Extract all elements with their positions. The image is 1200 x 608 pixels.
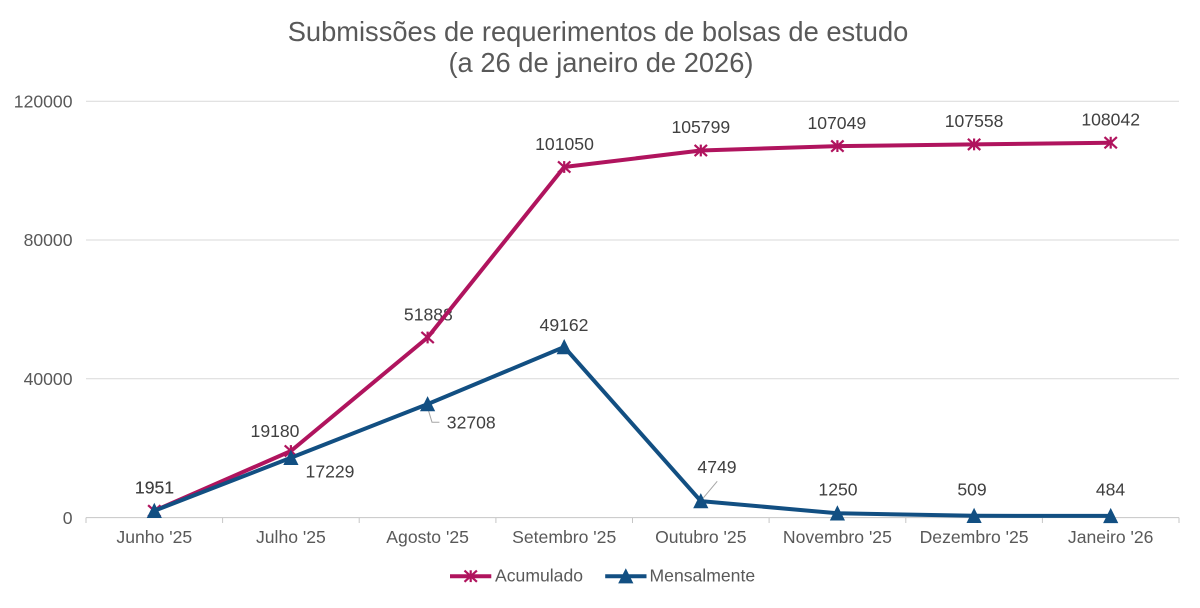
svg-text:40000: 40000	[24, 369, 73, 389]
svg-text:Dezembro '25: Dezembro '25	[920, 527, 1029, 547]
svg-text:32708: 32708	[447, 413, 496, 433]
svg-text:Setembro '25: Setembro '25	[512, 527, 616, 547]
svg-text:Submissões de requerimentos de: Submissões de requerimentos de bolsas de…	[288, 16, 909, 47]
svg-text:17229: 17229	[306, 461, 355, 481]
svg-text:105799: 105799	[671, 117, 730, 137]
svg-text:107049: 107049	[807, 113, 866, 133]
svg-text:Acumulado: Acumulado	[495, 566, 583, 586]
svg-text:1951: 1951	[135, 477, 174, 497]
svg-text:Novembro '25: Novembro '25	[783, 527, 892, 547]
svg-text:1951: 1951	[135, 477, 174, 497]
svg-text:4749: 4749	[697, 457, 736, 477]
svg-text:Agosto '25: Agosto '25	[386, 527, 469, 547]
svg-text:Mensalmente: Mensalmente	[650, 566, 756, 586]
svg-text:49162: 49162	[540, 315, 589, 335]
svg-text:0: 0	[63, 508, 73, 528]
svg-text:120000: 120000	[14, 91, 73, 111]
svg-text:Janeiro '26: Janeiro '26	[1068, 527, 1154, 547]
svg-text:107558: 107558	[945, 111, 1004, 131]
svg-text:1250: 1250	[818, 479, 857, 499]
svg-text:Junho '25: Junho '25	[116, 527, 192, 547]
svg-text:Julho '25: Julho '25	[256, 527, 326, 547]
svg-text:Outubro '25: Outubro '25	[655, 527, 747, 547]
svg-text:108042: 108042	[1081, 109, 1140, 129]
svg-text:19180: 19180	[251, 421, 300, 441]
svg-text:484: 484	[1096, 479, 1126, 499]
svg-text:80000: 80000	[24, 230, 73, 250]
svg-text:509: 509	[957, 479, 986, 499]
svg-text:101050: 101050	[535, 134, 594, 154]
svg-text:(a 26 de janeiro de 2026): (a 26 de janeiro de 2026)	[448, 47, 753, 78]
